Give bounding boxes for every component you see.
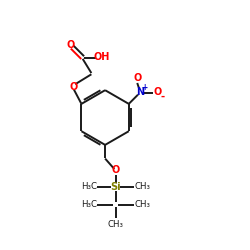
- Text: O: O: [69, 82, 78, 92]
- Text: CH₃: CH₃: [108, 220, 124, 229]
- Text: O: O: [112, 165, 120, 175]
- Text: CH₃: CH₃: [134, 200, 150, 209]
- Text: -: -: [161, 92, 165, 102]
- Text: O: O: [66, 40, 74, 50]
- Text: OH: OH: [94, 52, 110, 62]
- Text: H₃C: H₃C: [81, 200, 97, 209]
- Text: N: N: [136, 87, 144, 97]
- Text: O: O: [153, 87, 162, 97]
- Text: +: +: [142, 84, 148, 92]
- Text: Si: Si: [110, 182, 121, 192]
- Text: H₃C: H₃C: [81, 182, 97, 191]
- Text: O: O: [133, 73, 141, 83]
- Text: CH₃: CH₃: [134, 182, 150, 191]
